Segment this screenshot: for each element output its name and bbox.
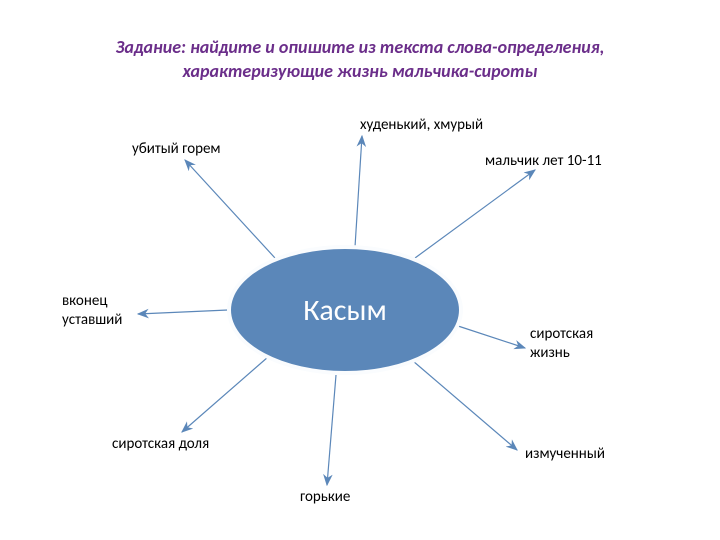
ray-label-bottom-left: сиротская доля: [112, 435, 209, 454]
ray-label-top-right: мальчик лет 10-11: [485, 152, 602, 171]
center-label: Касым: [303, 292, 387, 329]
ray-arrow-bottom-left: [182, 357, 268, 432]
ray-arrow-top: [355, 136, 362, 247]
ray-label-left: вконецуставший: [62, 292, 122, 330]
ray-label-bottom: горькие: [300, 488, 350, 507]
ray-arrow-bottom-right: [413, 361, 517, 450]
title-line1: Задание: найдите и опишите из текста сло…: [0, 36, 720, 58]
ray-arrow-bottom: [327, 375, 336, 485]
title-line2: характеризующие жизнь мальчика-сироты: [0, 60, 720, 82]
ray-label-top: худенький, хмурый: [360, 116, 483, 135]
center-node: Касым: [227, 245, 463, 375]
ray-label-top-left: убитый горем: [132, 140, 221, 159]
ray-arrow-right: [455, 325, 525, 348]
ray-arrow-top-right: [415, 170, 535, 258]
ray-label-bottom-right: измученный: [525, 445, 605, 464]
ray-arrow-left: [138, 310, 228, 314]
ray-label-right: сиротскаяжизнь: [530, 325, 593, 363]
ray-arrow-top-left: [185, 160, 275, 258]
